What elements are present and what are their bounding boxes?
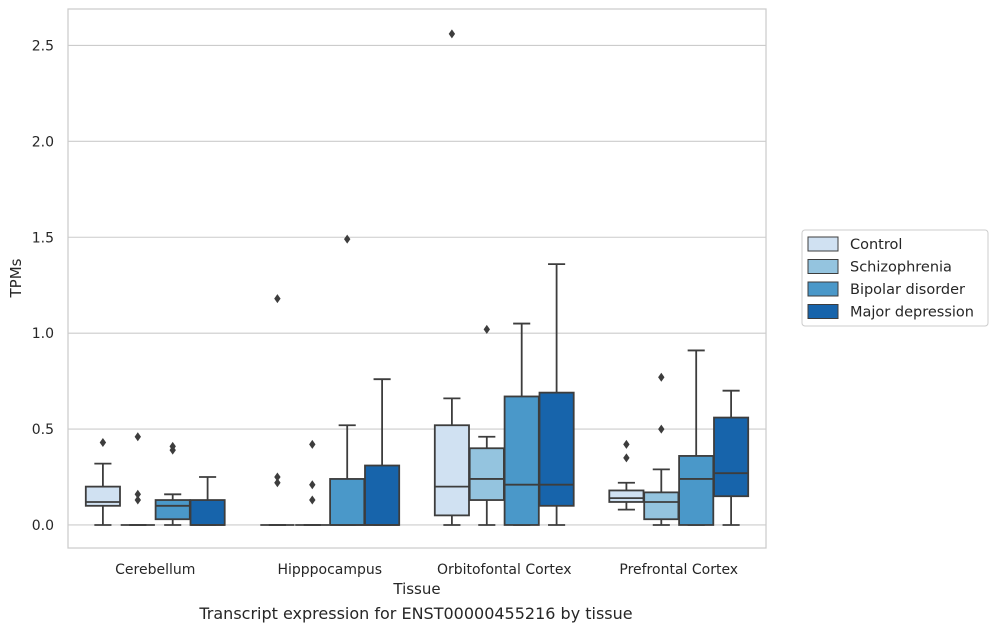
- y-tick-label: 2.0: [32, 134, 54, 150]
- box-0-1: [260, 294, 295, 526]
- box-iqr: [713, 416, 750, 498]
- legend-frame: [801, 229, 989, 327]
- legend-swatch: [807, 281, 839, 297]
- outlier-point: [134, 495, 141, 505]
- y-tick-label: 1.5: [32, 230, 54, 246]
- x-tick-label: Cerebellum: [115, 562, 195, 578]
- box-iqr: [329, 478, 366, 526]
- box-3-0: [189, 476, 226, 526]
- box-2-1: [329, 234, 366, 526]
- box-2-0: [154, 441, 191, 526]
- box-iqr: [433, 424, 470, 517]
- outlier-point: [344, 234, 351, 244]
- outlier-point: [658, 424, 665, 434]
- outlier-point: [309, 495, 316, 505]
- box-iqr: [643, 491, 680, 521]
- box-iqr: [154, 499, 191, 521]
- box-iqr: [678, 455, 715, 526]
- x-axis-ticks: Cerebellum Hipppocampus Orbitofontal Corte…: [115, 562, 738, 578]
- legend-label: Control: [850, 237, 902, 253]
- outlier-point: [309, 480, 316, 490]
- box-0-2: [433, 29, 470, 526]
- box-iqr: [364, 464, 401, 526]
- outlier-point: [448, 29, 456, 39]
- y-tick-label: 0.5: [32, 422, 54, 438]
- outlier-point: [274, 472, 281, 482]
- box-1-1: [295, 439, 330, 526]
- y-tick-label: 2.5: [32, 38, 54, 54]
- outlier-point: [623, 439, 630, 449]
- outlier-point: [623, 453, 630, 463]
- box-iqr: [608, 489, 645, 503]
- box-iqr: [503, 395, 540, 526]
- outlier-point: [169, 441, 176, 451]
- box-0-0: [84, 438, 121, 526]
- x-tick-label: Orbitofontal Cortex: [437, 562, 572, 578]
- legend-label: Schizophrenia: [850, 260, 952, 276]
- box-2-2: [503, 322, 540, 526]
- y-tick-label: 1.0: [32, 326, 54, 342]
- legend-swatch: [807, 259, 839, 274]
- plot-frame: [67, 8, 767, 549]
- box-iqr: [468, 447, 505, 501]
- box-1-3: [643, 372, 680, 526]
- box-3-1: [364, 378, 401, 526]
- gridlines: [68, 44, 766, 526]
- legend-swatch: [807, 304, 839, 319]
- box-1-0: [120, 432, 155, 526]
- outlier-point: [134, 432, 141, 442]
- x-axis-title: Tissue: [392, 580, 440, 598]
- figure-caption: Transcript expression for ENST0000045521…: [199, 604, 633, 623]
- legend: Control Schizophrenia Bipolar disorder Majo…: [801, 229, 989, 327]
- box-iqr: [538, 391, 575, 507]
- outlier-point: [274, 478, 281, 488]
- box-3-3: [713, 389, 750, 526]
- boxes-layer: [84, 29, 750, 526]
- box-iqr: [84, 485, 121, 507]
- legend-swatch: [807, 236, 839, 252]
- box-iqr: [189, 499, 226, 526]
- y-tick-label: 0.0: [32, 518, 54, 534]
- outlier-point: [658, 372, 665, 382]
- outlier-point: [274, 294, 281, 304]
- plot-area: [68, 9, 766, 548]
- y-axis-ticks: 0.0 0.5 1.0 1.5 2.0 2.5: [32, 38, 54, 534]
- outlier-point: [483, 324, 490, 334]
- outlier-point: [309, 439, 316, 449]
- x-tick-label: Hipppocampus: [277, 562, 382, 578]
- outlier-point: [134, 489, 141, 499]
- box-2-3: [678, 349, 715, 526]
- legend-label: Bipolar disorder: [850, 282, 965, 298]
- box-3-2: [538, 263, 575, 526]
- legend-label: Major depression: [850, 305, 974, 321]
- outlier-point: [99, 438, 107, 448]
- y-axis-title: TPMs: [7, 258, 25, 298]
- x-tick-label: Prefrontal Cortex: [619, 562, 738, 578]
